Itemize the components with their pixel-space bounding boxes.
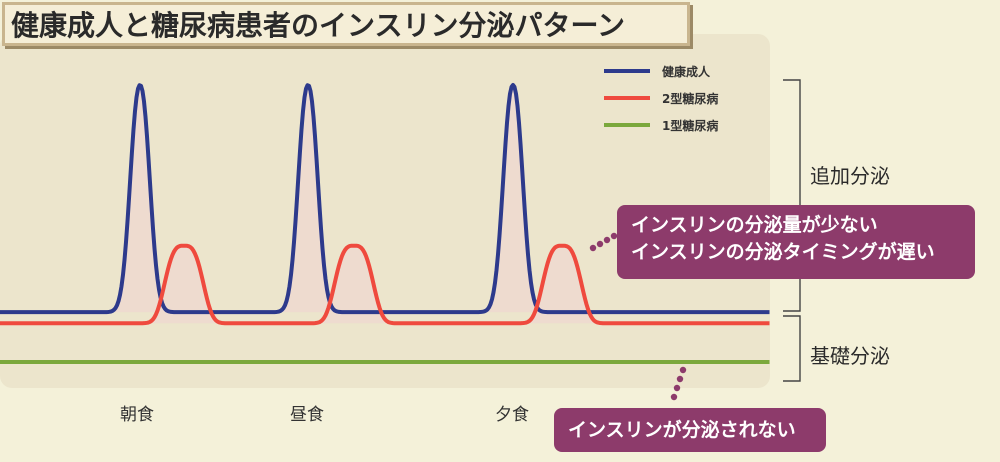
series-layer (0, 83, 770, 364)
phase-label-additional: 追加分泌 (810, 164, 890, 188)
pointer-dot (610, 232, 618, 240)
callout-type2: インスリンの分泌量が少ない インスリンの分泌タイミングが遅い (617, 205, 975, 279)
meal-label-breakfast: 朝食 (120, 405, 154, 425)
series-area-type2 (0, 245, 770, 324)
series-line-type2 (0, 243, 770, 326)
page-title: 健康成人と糖尿病患者のインスリン分泌パターン (2, 2, 690, 46)
series-line-healthy (0, 83, 770, 315)
callout-type1: インスリンが分泌されない (554, 408, 826, 452)
meal-label-lunch: 昼食 (290, 405, 324, 425)
legend (604, 69, 650, 127)
pointer-dot (589, 244, 597, 252)
pointer-dot (673, 384, 681, 392)
area-fill-layer (0, 85, 770, 324)
additional-bracket (783, 79, 801, 312)
callout-type2-line1: インスリンの分泌量が少ない (631, 214, 878, 236)
pointer-dot (596, 240, 604, 248)
legend-label-type1: 1型糖尿病 (662, 119, 719, 133)
phase-label-basal: 基礎分泌 (810, 344, 890, 368)
pointer-dot (676, 375, 684, 383)
callout-pointers (589, 232, 687, 401)
legend-label-healthy: 健康成人 (662, 65, 711, 79)
basal-bracket (783, 315, 801, 382)
pointer-dot (603, 236, 611, 244)
pointer-dot (679, 366, 687, 374)
phase-brackets (783, 79, 801, 382)
pointer-dot (670, 393, 678, 401)
meal-label-dinner: 夕食 (495, 405, 529, 425)
callout-type2-line2: インスリンの分泌タイミングが遅い (631, 240, 935, 263)
legend-label-type2: 2型糖尿病 (662, 92, 719, 106)
